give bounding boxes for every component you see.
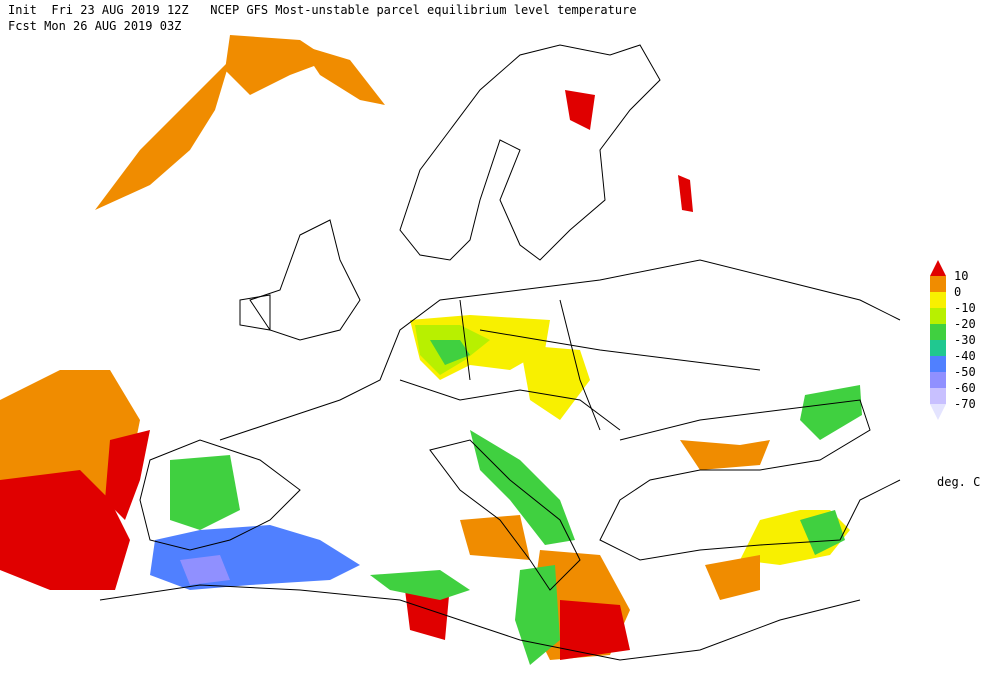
coastline xyxy=(99,584,861,661)
blob xyxy=(0,470,130,590)
coastline xyxy=(399,44,661,261)
legend-triangle-bottom xyxy=(930,404,946,420)
legend-unit: deg. C xyxy=(937,475,980,489)
blob xyxy=(678,175,693,212)
blob xyxy=(180,555,230,585)
legend-label: 0 xyxy=(954,285,961,299)
coastline xyxy=(239,294,271,331)
coastline xyxy=(399,299,761,431)
legend-swatch xyxy=(930,356,946,372)
legend-label: -40 xyxy=(954,349,976,363)
legend-label: -60 xyxy=(954,381,976,395)
blob xyxy=(560,600,630,660)
coastline xyxy=(219,259,901,441)
blob xyxy=(470,430,575,545)
coastlines xyxy=(99,44,901,661)
blob xyxy=(460,515,530,560)
blob xyxy=(170,455,240,530)
blob xyxy=(565,90,595,130)
legend-swatch xyxy=(930,276,946,292)
coastline xyxy=(599,399,901,561)
legend-label: -30 xyxy=(954,333,976,347)
blob xyxy=(520,345,590,420)
blob xyxy=(800,385,862,440)
header-forecast: Fcst Mon 26 AUG 2019 03Z xyxy=(8,19,181,33)
coastline xyxy=(139,439,301,551)
legend-swatch xyxy=(930,388,946,404)
legend-label: -50 xyxy=(954,365,976,379)
legend-label: -10 xyxy=(954,301,976,315)
legend-swatch xyxy=(930,308,946,324)
legend: 10 0 -10 -20 -30 -40 -50 -60 -70 xyxy=(930,260,976,420)
blob xyxy=(515,565,560,665)
blob xyxy=(680,440,770,470)
blob xyxy=(300,45,385,105)
legend-triangle-top xyxy=(930,260,946,276)
blob xyxy=(705,555,760,600)
blob xyxy=(430,340,470,365)
field-blobs xyxy=(0,35,862,665)
blob xyxy=(95,60,230,210)
blob xyxy=(105,430,150,520)
legend-swatch xyxy=(930,292,946,308)
legend-label: -20 xyxy=(954,317,976,331)
coastline xyxy=(249,219,361,341)
legend-swatch xyxy=(930,372,946,388)
legend-label: 10 xyxy=(954,269,968,283)
legend-swatch xyxy=(930,324,946,340)
legend-swatch xyxy=(930,340,946,356)
blob xyxy=(800,510,845,555)
legend-label: -70 xyxy=(954,397,976,411)
blob xyxy=(370,570,470,600)
coastline xyxy=(429,439,581,591)
header-init: Init Fri 23 AUG 2019 12Z NCEP GFS Most-u… xyxy=(8,3,637,17)
